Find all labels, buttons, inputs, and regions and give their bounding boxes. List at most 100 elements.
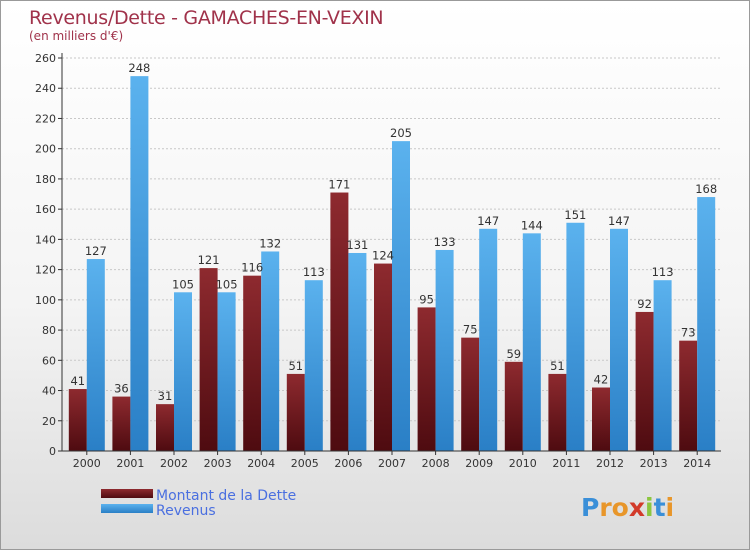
y-tick-label: 220: [35, 112, 56, 125]
bar-dette: [199, 268, 218, 451]
data-label: 121: [198, 253, 220, 267]
data-label: 147: [477, 214, 499, 228]
bar-dette: [112, 396, 131, 451]
data-label: 124: [372, 249, 394, 263]
data-label: 92: [637, 297, 652, 311]
data-label: 105: [216, 277, 238, 291]
x-tick-label: 2007: [378, 457, 406, 470]
data-label: 205: [390, 126, 412, 140]
data-label: 132: [259, 236, 281, 250]
data-label: 151: [564, 208, 586, 222]
bar-revenus: [304, 280, 323, 451]
y-tick-label: 100: [35, 294, 56, 307]
data-label: 36: [114, 382, 129, 396]
bar-revenus: [86, 259, 105, 451]
data-label: 31: [158, 389, 173, 403]
legend-label-revenus: Revenus: [156, 503, 216, 519]
bar-dette: [635, 311, 654, 451]
legend: Montant de la Dette Revenus: [101, 488, 296, 519]
data-label: 51: [288, 359, 303, 373]
data-label: 113: [652, 265, 674, 279]
bar-dette: [679, 340, 698, 451]
legend-swatch-revenus: [101, 504, 153, 513]
data-label: 105: [172, 277, 194, 291]
data-label: 147: [608, 214, 630, 228]
y-tick-label: 60: [42, 354, 56, 367]
y-tick-label: 200: [35, 143, 56, 156]
bar-revenus: [653, 280, 672, 451]
data-label: 113: [303, 265, 325, 279]
bar-dette: [461, 337, 480, 451]
data-label: 75: [463, 323, 478, 337]
bar-dette: [592, 387, 610, 451]
data-label: 144: [521, 218, 543, 232]
x-tick-label: 2010: [509, 457, 537, 470]
bar-revenus: [217, 292, 236, 451]
x-axis-ticks: 2000 2001 2002 2003 2004 2005 2006 2007 2008 2009…: [73, 451, 711, 470]
y-tick-label: 20: [42, 415, 56, 428]
bar-revenus: [261, 251, 280, 451]
x-tick-label: 2008: [422, 457, 450, 470]
data-label: 133: [434, 235, 456, 249]
bar-revenus: [610, 228, 628, 451]
x-tick-label: 2005: [291, 457, 319, 470]
bar-dette: [374, 263, 392, 451]
bar-revenus: [348, 252, 367, 451]
x-tick-label: 2011: [552, 457, 580, 470]
y-tick-label: 40: [42, 385, 56, 398]
x-tick-label: 2014: [683, 457, 711, 470]
bar-revenus: [435, 249, 454, 451]
bar-dette: [330, 192, 349, 451]
bar-dette: [417, 307, 436, 451]
chart-title: Revenus/Dette - GAMACHES-EN-VEXIN: [29, 7, 383, 29]
bar-dette: [156, 404, 174, 451]
y-axis-ticks: 0 20 40 60 80 100 120 140 160 180 200 220 240 260: [35, 52, 62, 458]
data-label: 95: [419, 292, 434, 306]
data-label: 42: [594, 373, 609, 387]
data-label: 41: [70, 374, 85, 388]
chart-subtitle: (en milliers d'€): [29, 29, 123, 43]
x-tick-label: 2013: [640, 457, 668, 470]
y-tick-label: 80: [42, 324, 56, 337]
bar-revenus: [522, 233, 541, 451]
x-tick-label: 2002: [160, 457, 188, 470]
y-tick-label: 120: [35, 264, 56, 277]
y-tick-label: 160: [35, 203, 56, 216]
y-tick-label: 260: [35, 52, 56, 65]
data-labels: 4112736248311051211051161325111317113112…: [70, 61, 717, 403]
data-label: 248: [128, 61, 150, 75]
bar-revenus: [697, 197, 716, 451]
bar-revenus: [479, 228, 498, 451]
proxiti-logo-text: Proxiti: [581, 493, 674, 522]
proxiti-logo: Proxiti: [581, 493, 674, 522]
data-label: 51: [550, 359, 565, 373]
x-tick-label: 2000: [73, 457, 101, 470]
legend-label-dette: Montant de la Dette: [156, 488, 296, 504]
bars: [68, 76, 716, 451]
y-tick-label: 0: [49, 445, 56, 458]
bar-revenus: [392, 141, 410, 451]
data-label: 168: [695, 182, 717, 196]
bar-dette: [504, 361, 523, 451]
bar-revenus: [130, 76, 149, 451]
bar-dette: [548, 373, 567, 451]
bar-revenus: [174, 292, 192, 451]
data-label: 116: [241, 261, 263, 275]
data-label: 171: [328, 178, 350, 192]
x-tick-label: 2003: [204, 457, 232, 470]
legend-swatch-dette: [101, 489, 153, 498]
data-label: 73: [681, 326, 696, 340]
y-tick-label: 140: [35, 233, 56, 246]
data-label: 131: [346, 238, 368, 252]
x-tick-label: 2001: [116, 457, 144, 470]
data-label: 59: [506, 347, 521, 361]
x-tick-label: 2012: [596, 457, 624, 470]
x-tick-label: 2006: [334, 457, 362, 470]
bar-dette: [243, 275, 262, 451]
bar-dette: [286, 373, 305, 451]
bar-revenus: [566, 222, 585, 451]
x-tick-label: 2009: [465, 457, 493, 470]
y-tick-label: 240: [35, 82, 56, 95]
